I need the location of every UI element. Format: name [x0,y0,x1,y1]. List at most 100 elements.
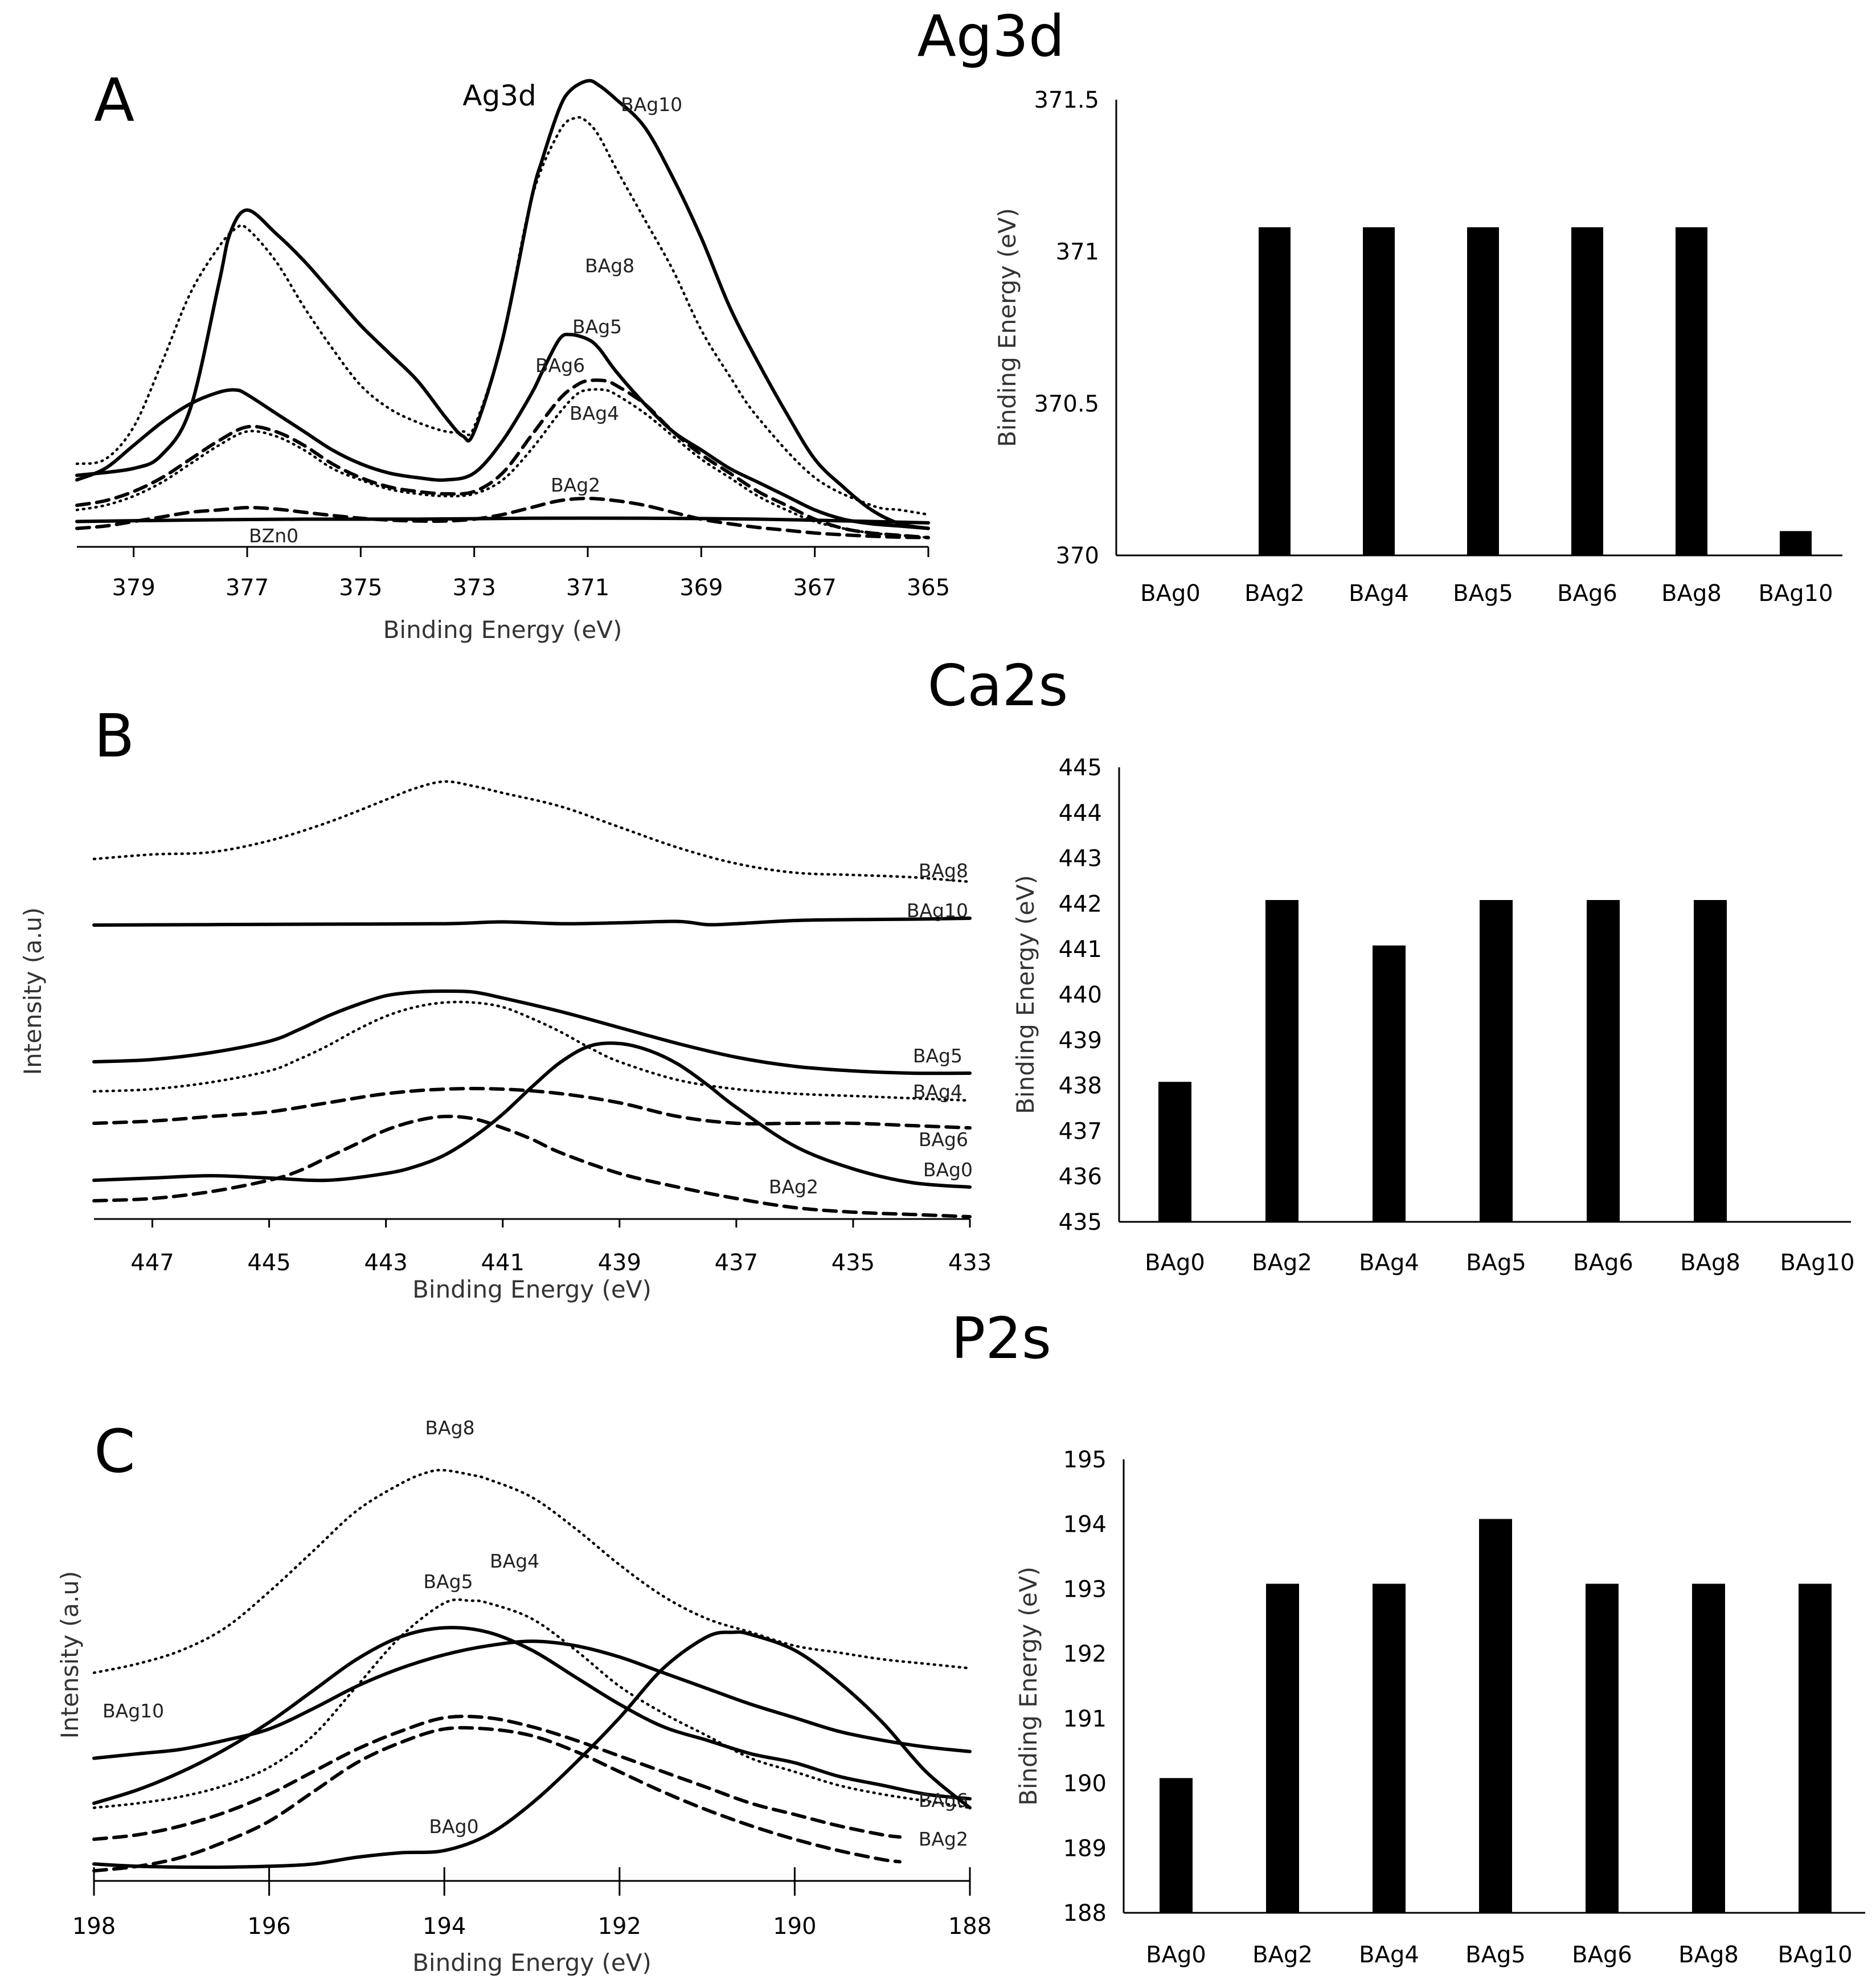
y-tick-label: 193 [1063,1576,1107,1602]
series-line-bag6 [92,1087,972,1130]
x-tick-label: 375 [339,575,382,601]
bar-bag0 [1160,1778,1193,1913]
category-label-bag6: BAg6 [1573,1250,1633,1276]
y-tick-label: 189 [1063,1835,1107,1862]
x-tick-label: 188 [948,1913,992,1940]
category-label-bag2: BAg2 [1244,580,1305,607]
series-line-bag6 [75,378,930,539]
y-axis-label: Binding Energy (eV) [993,208,1021,447]
category-label-bag10: BAg10 [1780,1250,1854,1276]
x-tick-label: 433 [948,1250,992,1276]
category-label-bag0: BAg0 [1145,1250,1205,1276]
panel-letter-a: A [94,66,134,135]
series-line-bag8 [75,116,930,516]
x-tick-label: 439 [598,1250,641,1276]
x-tick-label: 435 [831,1250,875,1276]
x-tick-label: 196 [247,1913,290,1940]
bar-bag2 [1266,1584,1299,1913]
series-label-bag6: BAg6 [535,354,585,377]
chart-p2s-binding-energy-bars: 188 189 190 191 192 193 194 195 Binding Energy (… [1014,1447,1865,1968]
series-label-bag0: BAg0 [923,1159,973,1181]
y-tick-label: 370.5 [1034,391,1099,417]
chart-ca2s-binding-energy-bars: 435 436 437 438 439 440 441 442 443 444 445 Binding… [1011,755,1855,1276]
category-label-bag5: BAg5 [1465,1942,1526,1968]
panel-letter-b: B [94,701,134,771]
bar-bag5 [1479,1519,1512,1913]
series-label-bag5: BAg5 [423,1570,473,1593]
y-axis-label: Intensity (a.u) [19,907,47,1075]
category-label-bag0: BAg0 [1140,580,1201,607]
x-tick-label: 194 [423,1913,466,1940]
category-label-bag2: BAg2 [1252,1942,1313,1968]
y-tick-label: 439 [1059,1028,1102,1054]
chart-ag3d-binding-energy-bars: 370 370.5 371 371.5 Binding Energy (eV) BAg0 B… [993,87,1842,607]
bar-bag4 [1373,945,1406,1222]
y-tick-label: 443 [1059,846,1102,872]
bar-bag2 [1265,900,1299,1222]
bar-bag4 [1363,227,1395,555]
series-label-bag0: BAg0 [429,1815,478,1838]
series-line-bag8 [92,780,972,883]
y-tick-label: 192 [1063,1641,1107,1667]
bar-bag6 [1586,1584,1619,1913]
bar-bag0 [1158,1082,1191,1222]
series-line-bag6 [92,1715,902,1841]
series-label-bag4: BAg4 [913,1081,962,1103]
series-label-bag10: BAg10 [103,1700,164,1722]
x-axis-label: Binding Energy (eV) [412,1949,652,1977]
x-tick-label: 371 [566,575,609,601]
section-title-ag3d: Ag3d [917,3,1065,69]
y-axis-label: Binding Energy (eV) [1014,1566,1042,1806]
y-tick-label: 437 [1059,1118,1102,1144]
chart-ca2s-spectra: 447 445 443 441 439 437 435 433 Binding Energy (… [19,780,992,1303]
category-label-bag6: BAg6 [1572,1942,1632,1968]
series-line-bag0 [92,1041,972,1189]
bar-bag10 [1780,531,1812,555]
series-line-bag4 [92,1598,972,1809]
series-line-bzn0 [75,516,930,525]
y-tick-label: 438 [1059,1073,1102,1099]
series-label-bag8: BAg8 [585,255,634,277]
series-line-bag2 [92,1726,902,1873]
y-tick-label: 442 [1059,891,1102,917]
series-line-bag8 [92,1468,972,1674]
series-line-bag2 [92,1114,972,1218]
y-tick-label: 440 [1059,982,1102,1008]
bar-bag5 [1467,227,1499,555]
x-tick-label: 379 [112,575,155,601]
x-tick-label: 198 [72,1913,116,1940]
category-label-bag8: BAg8 [1661,580,1722,607]
category-label-bag10: BAg10 [1758,580,1833,607]
category-label-bag4: BAg4 [1349,580,1409,607]
series-label-bzn0: BZn0 [249,525,298,547]
series-line-bag4 [75,388,930,539]
x-tick-label: 373 [452,575,495,601]
series-line-bag5 [75,333,930,530]
bar-bag8 [1694,900,1727,1222]
x-tick-label: 443 [364,1250,407,1276]
category-label-bag4: BAg4 [1359,1250,1419,1276]
x-tick-label: 441 [481,1250,525,1276]
section-title-p2s: P2s [951,1305,1051,1372]
series-line-bag10 [92,1639,972,1760]
x-tick-label: 445 [247,1250,290,1276]
series-label-bag5: BAg5 [572,316,622,338]
y-axis-label: Binding Energy (eV) [1011,875,1039,1114]
series-line-bag10 [75,79,930,530]
spectrum-a-inner-title: Ag3d [462,79,536,112]
series-line-bag4 [92,1000,972,1102]
x-tick-label: 192 [598,1913,641,1940]
category-label-bag10: BAg10 [1777,1942,1852,1968]
x-tick-label: 369 [679,575,723,601]
series-line-bag0 [92,1630,972,1870]
series-label-bag8: BAg8 [919,860,968,882]
x-tick-label: 447 [130,1250,174,1276]
section-title-ca2s: Ca2s [928,652,1068,719]
bar-bag6 [1571,227,1603,555]
bar-bag8 [1692,1584,1725,1913]
series-line-bag10 [92,917,972,927]
series-label-bag10: BAg10 [621,93,682,116]
bar-bag2 [1259,227,1291,555]
category-label-bag2: BAg2 [1252,1250,1312,1276]
series-label-bag2: BAg2 [919,1828,968,1850]
